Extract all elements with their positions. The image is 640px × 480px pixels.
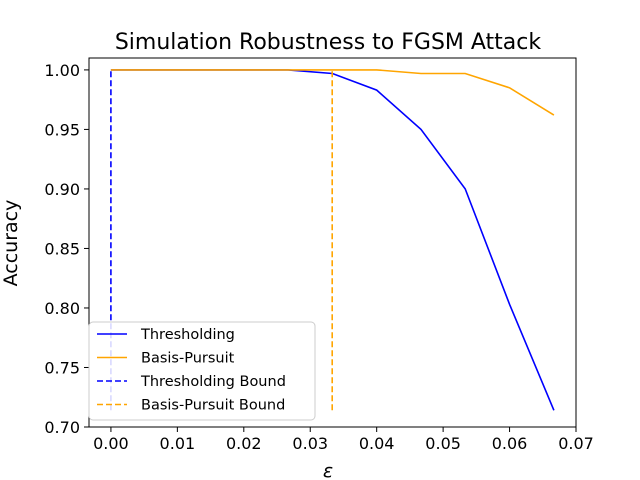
series-line-basis-pursuit xyxy=(110,69,555,116)
x-tick-label: 0.01 xyxy=(160,434,196,453)
legend-label: Thresholding Bound xyxy=(140,374,286,390)
legend-label: Basis-Pursuit xyxy=(141,351,235,367)
x-tick-label: 0.05 xyxy=(425,434,461,453)
y-tick-label: 0.85 xyxy=(44,239,80,258)
axes-frame xyxy=(88,57,577,428)
y-axis-label: Accuracy xyxy=(0,200,22,287)
y-tick-label: 0.70 xyxy=(44,418,80,437)
legend: Thresholding Basis-Pursuit Thresholding Bo… xyxy=(88,321,316,421)
legend-box xyxy=(88,321,316,421)
x-tick-label: 0.02 xyxy=(226,434,262,453)
y-tick-label: 0.95 xyxy=(44,120,80,139)
x-tick-label: 0.00 xyxy=(93,434,129,453)
chart-title: Simulation Robustness to FGSM Attack xyxy=(115,30,542,55)
x-axis: 0.00 0.01 0.02 0.03 0.04 0.05 0.06 0.07 xyxy=(93,427,594,453)
x-tick-label: 0.04 xyxy=(359,434,395,453)
y-axis: 0.70 0.75 0.80 0.85 0.90 0.95 1.00 xyxy=(44,61,89,437)
x-tick-label: 0.07 xyxy=(558,434,594,453)
y-tick-label: 0.90 xyxy=(44,180,80,199)
x-tick-label: 0.06 xyxy=(492,434,528,453)
y-tick-label: 0.75 xyxy=(44,358,80,377)
legend-label: Basis-Pursuit Bound xyxy=(141,398,285,414)
legend-label: Thresholding xyxy=(140,327,235,343)
x-axis-label: ε xyxy=(323,460,333,480)
y-tick-label: 0.80 xyxy=(44,299,80,318)
y-tick-label: 1.00 xyxy=(44,61,80,80)
x-tick-label: 0.03 xyxy=(292,434,328,453)
